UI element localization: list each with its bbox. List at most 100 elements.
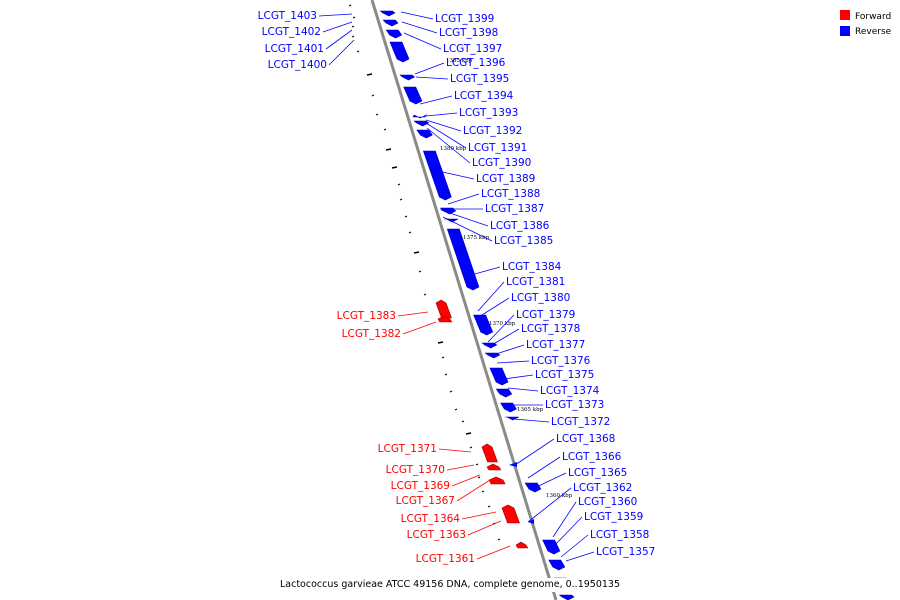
position-tick xyxy=(385,148,392,151)
reverse-gene-arrow[interactable] xyxy=(500,402,517,413)
legend-reverse-swatch xyxy=(840,26,850,36)
reverse-gene-label[interactable]: LCGT_1373 xyxy=(545,399,604,411)
reverse-gene-label-leader xyxy=(447,193,480,205)
reverse-gene-arrow[interactable] xyxy=(385,29,403,39)
forward-gene-label[interactable]: LCGT_1363 xyxy=(407,529,466,541)
reverse-gene-arrow[interactable] xyxy=(413,120,430,127)
reverse-gene-label[interactable]: LCGT_1378 xyxy=(521,323,580,335)
forward-gene-label[interactable]: LCGT_1371 xyxy=(378,443,437,455)
reverse-gene-arrow[interactable] xyxy=(489,367,509,386)
reverse-gene-label[interactable]: LCGT_1399 xyxy=(435,13,494,25)
reverse-gene-arrow[interactable] xyxy=(422,150,452,201)
position-tick xyxy=(408,231,412,234)
reverse-gene-arrow[interactable] xyxy=(379,10,396,17)
reverse-gene-label[interactable]: LCGT_1368 xyxy=(556,433,615,445)
reverse-gene-label[interactable]: LCGT_1365 xyxy=(568,467,627,479)
reverse-gene-label[interactable]: LCGT_1374 xyxy=(540,385,600,397)
reverse-gene-arrow[interactable] xyxy=(389,41,410,63)
forward-gene-label[interactable]: LCGT_1382 xyxy=(342,328,401,340)
forward-gene-label-leader xyxy=(461,511,497,520)
reverse-gene-label[interactable]: LCGT_1400 xyxy=(268,59,327,71)
title-background xyxy=(280,578,620,592)
reverse-gene-arrow[interactable] xyxy=(509,462,517,467)
reverse-gene-arrow[interactable] xyxy=(412,114,427,119)
reverse-gene-label[interactable]: LCGT_1384 xyxy=(502,261,562,273)
reverse-gene-arrow[interactable] xyxy=(495,388,513,398)
reverse-gene-arrow[interactable] xyxy=(558,594,575,600)
reverse-gene-label-leader xyxy=(527,487,572,523)
reverse-gene-label[interactable]: LCGT_1390 xyxy=(472,157,531,169)
reverse-gene-arrow[interactable] xyxy=(444,218,459,223)
position-tick xyxy=(487,505,491,508)
reverse-gene-label[interactable]: LCGT_1402 xyxy=(262,26,321,38)
reverse-gene-label[interactable]: LCGT_1357 xyxy=(596,546,655,558)
reverse-gene-arrow[interactable] xyxy=(403,86,423,105)
forward-gene-label[interactable]: LCGT_1361 xyxy=(416,553,475,565)
reverse-gene-arrow[interactable] xyxy=(542,539,561,555)
position-tick xyxy=(371,94,375,97)
reverse-gene-label[interactable]: LCGT_1366 xyxy=(562,451,622,463)
reverse-gene-arrow[interactable] xyxy=(504,416,519,421)
reverse-gene-label[interactable]: LCGT_1398 xyxy=(439,27,498,39)
forward-gene-arrow[interactable] xyxy=(435,299,452,319)
forward-gene-label-leader xyxy=(397,311,429,317)
forward-gene-label-leader xyxy=(446,464,475,471)
reverse-gene-arrow[interactable] xyxy=(416,129,433,139)
reverse-gene-label[interactable]: LCGT_1379 xyxy=(516,309,575,321)
forward-gene-arrow[interactable] xyxy=(515,541,529,549)
position-tick xyxy=(449,390,453,393)
reverse-gene-label[interactable]: LCGT_1388 xyxy=(481,188,540,200)
position-tick xyxy=(418,270,422,273)
map-title: Lactococcus garvieae ATCC 49156 DNA, com… xyxy=(280,579,620,590)
reverse-gene-label[interactable]: LCGT_1387 xyxy=(485,203,544,215)
reverse-gene-label-leader xyxy=(425,119,462,132)
reverse-gene-label-leader xyxy=(322,21,353,33)
forward-gene-label[interactable]: LCGT_1370 xyxy=(386,464,445,476)
reverse-gene-label[interactable]: LCGT_1396 xyxy=(446,57,506,69)
reverse-gene-label[interactable]: LCGT_1381 xyxy=(506,276,565,288)
reverse-gene-label[interactable]: LCGT_1385 xyxy=(494,235,553,247)
reverse-gene-arrow[interactable] xyxy=(524,482,542,493)
reverse-gene-label[interactable]: LCGT_1401 xyxy=(265,43,324,55)
forward-gene-arrow[interactable] xyxy=(437,315,453,323)
reverse-gene-label[interactable]: LCGT_1389 xyxy=(476,173,535,185)
kbp-marker-label: 1375 kbp xyxy=(463,235,490,241)
reverse-gene-label[interactable]: LCGT_1377 xyxy=(526,339,585,351)
position-tick xyxy=(383,128,387,131)
reverse-gene-label[interactable]: LCGT_1360 xyxy=(578,496,637,508)
reverse-gene-label[interactable]: LCGT_1393 xyxy=(459,107,518,119)
reverse-gene-label[interactable]: LCGT_1375 xyxy=(535,369,594,381)
reverse-gene-label[interactable]: LCGT_1372 xyxy=(551,416,610,428)
reverse-gene-label[interactable]: LCGT_1391 xyxy=(468,142,527,154)
reverse-gene-label-leader xyxy=(403,32,442,50)
reverse-gene-arrow[interactable] xyxy=(528,519,534,524)
legend-reverse-label: Reverse xyxy=(855,27,892,37)
forward-gene-arrow[interactable] xyxy=(481,443,498,463)
reverse-gene-label-leader xyxy=(425,122,467,149)
forward-gene-label[interactable]: LCGT_1369 xyxy=(391,480,450,492)
forward-gene-arrow[interactable] xyxy=(486,463,502,471)
reverse-gene-label[interactable]: LCGT_1397 xyxy=(443,43,502,55)
reverse-gene-label[interactable]: LCGT_1362 xyxy=(573,482,632,494)
reverse-gene-label[interactable]: LCGT_1380 xyxy=(511,292,570,304)
reverse-gene-label[interactable]: LCGT_1392 xyxy=(463,125,522,137)
reverse-gene-label[interactable]: LCGT_1395 xyxy=(450,73,509,85)
position-tick xyxy=(497,538,501,541)
reverse-gene-label[interactable]: LCGT_1376 xyxy=(531,355,591,367)
forward-gene-arrow[interactable] xyxy=(488,476,506,485)
reverse-gene-label[interactable]: LCGT_1359 xyxy=(584,511,643,523)
reverse-gene-arrow[interactable] xyxy=(382,19,399,27)
forward-gene-label[interactable]: LCGT_1364 xyxy=(401,513,461,525)
reverse-gene-label[interactable]: LCGT_1358 xyxy=(590,529,649,541)
forward-gene-label[interactable]: LCGT_1367 xyxy=(396,495,455,507)
forward-gene-arrow[interactable] xyxy=(501,504,520,524)
forward-gene-label[interactable]: LCGT_1383 xyxy=(337,310,396,322)
reverse-gene-label[interactable]: LCGT_1394 xyxy=(454,90,514,102)
position-tick xyxy=(399,198,403,201)
reverse-gene-arrow[interactable] xyxy=(548,559,566,571)
reverse-gene-label[interactable]: LCGT_1386 xyxy=(490,220,550,232)
reverse-gene-arrow[interactable] xyxy=(399,74,416,81)
reverse-gene-label[interactable]: LCGT_1403 xyxy=(258,10,317,22)
position-tick xyxy=(397,183,401,186)
reverse-gene-arrow[interactable] xyxy=(473,314,494,336)
